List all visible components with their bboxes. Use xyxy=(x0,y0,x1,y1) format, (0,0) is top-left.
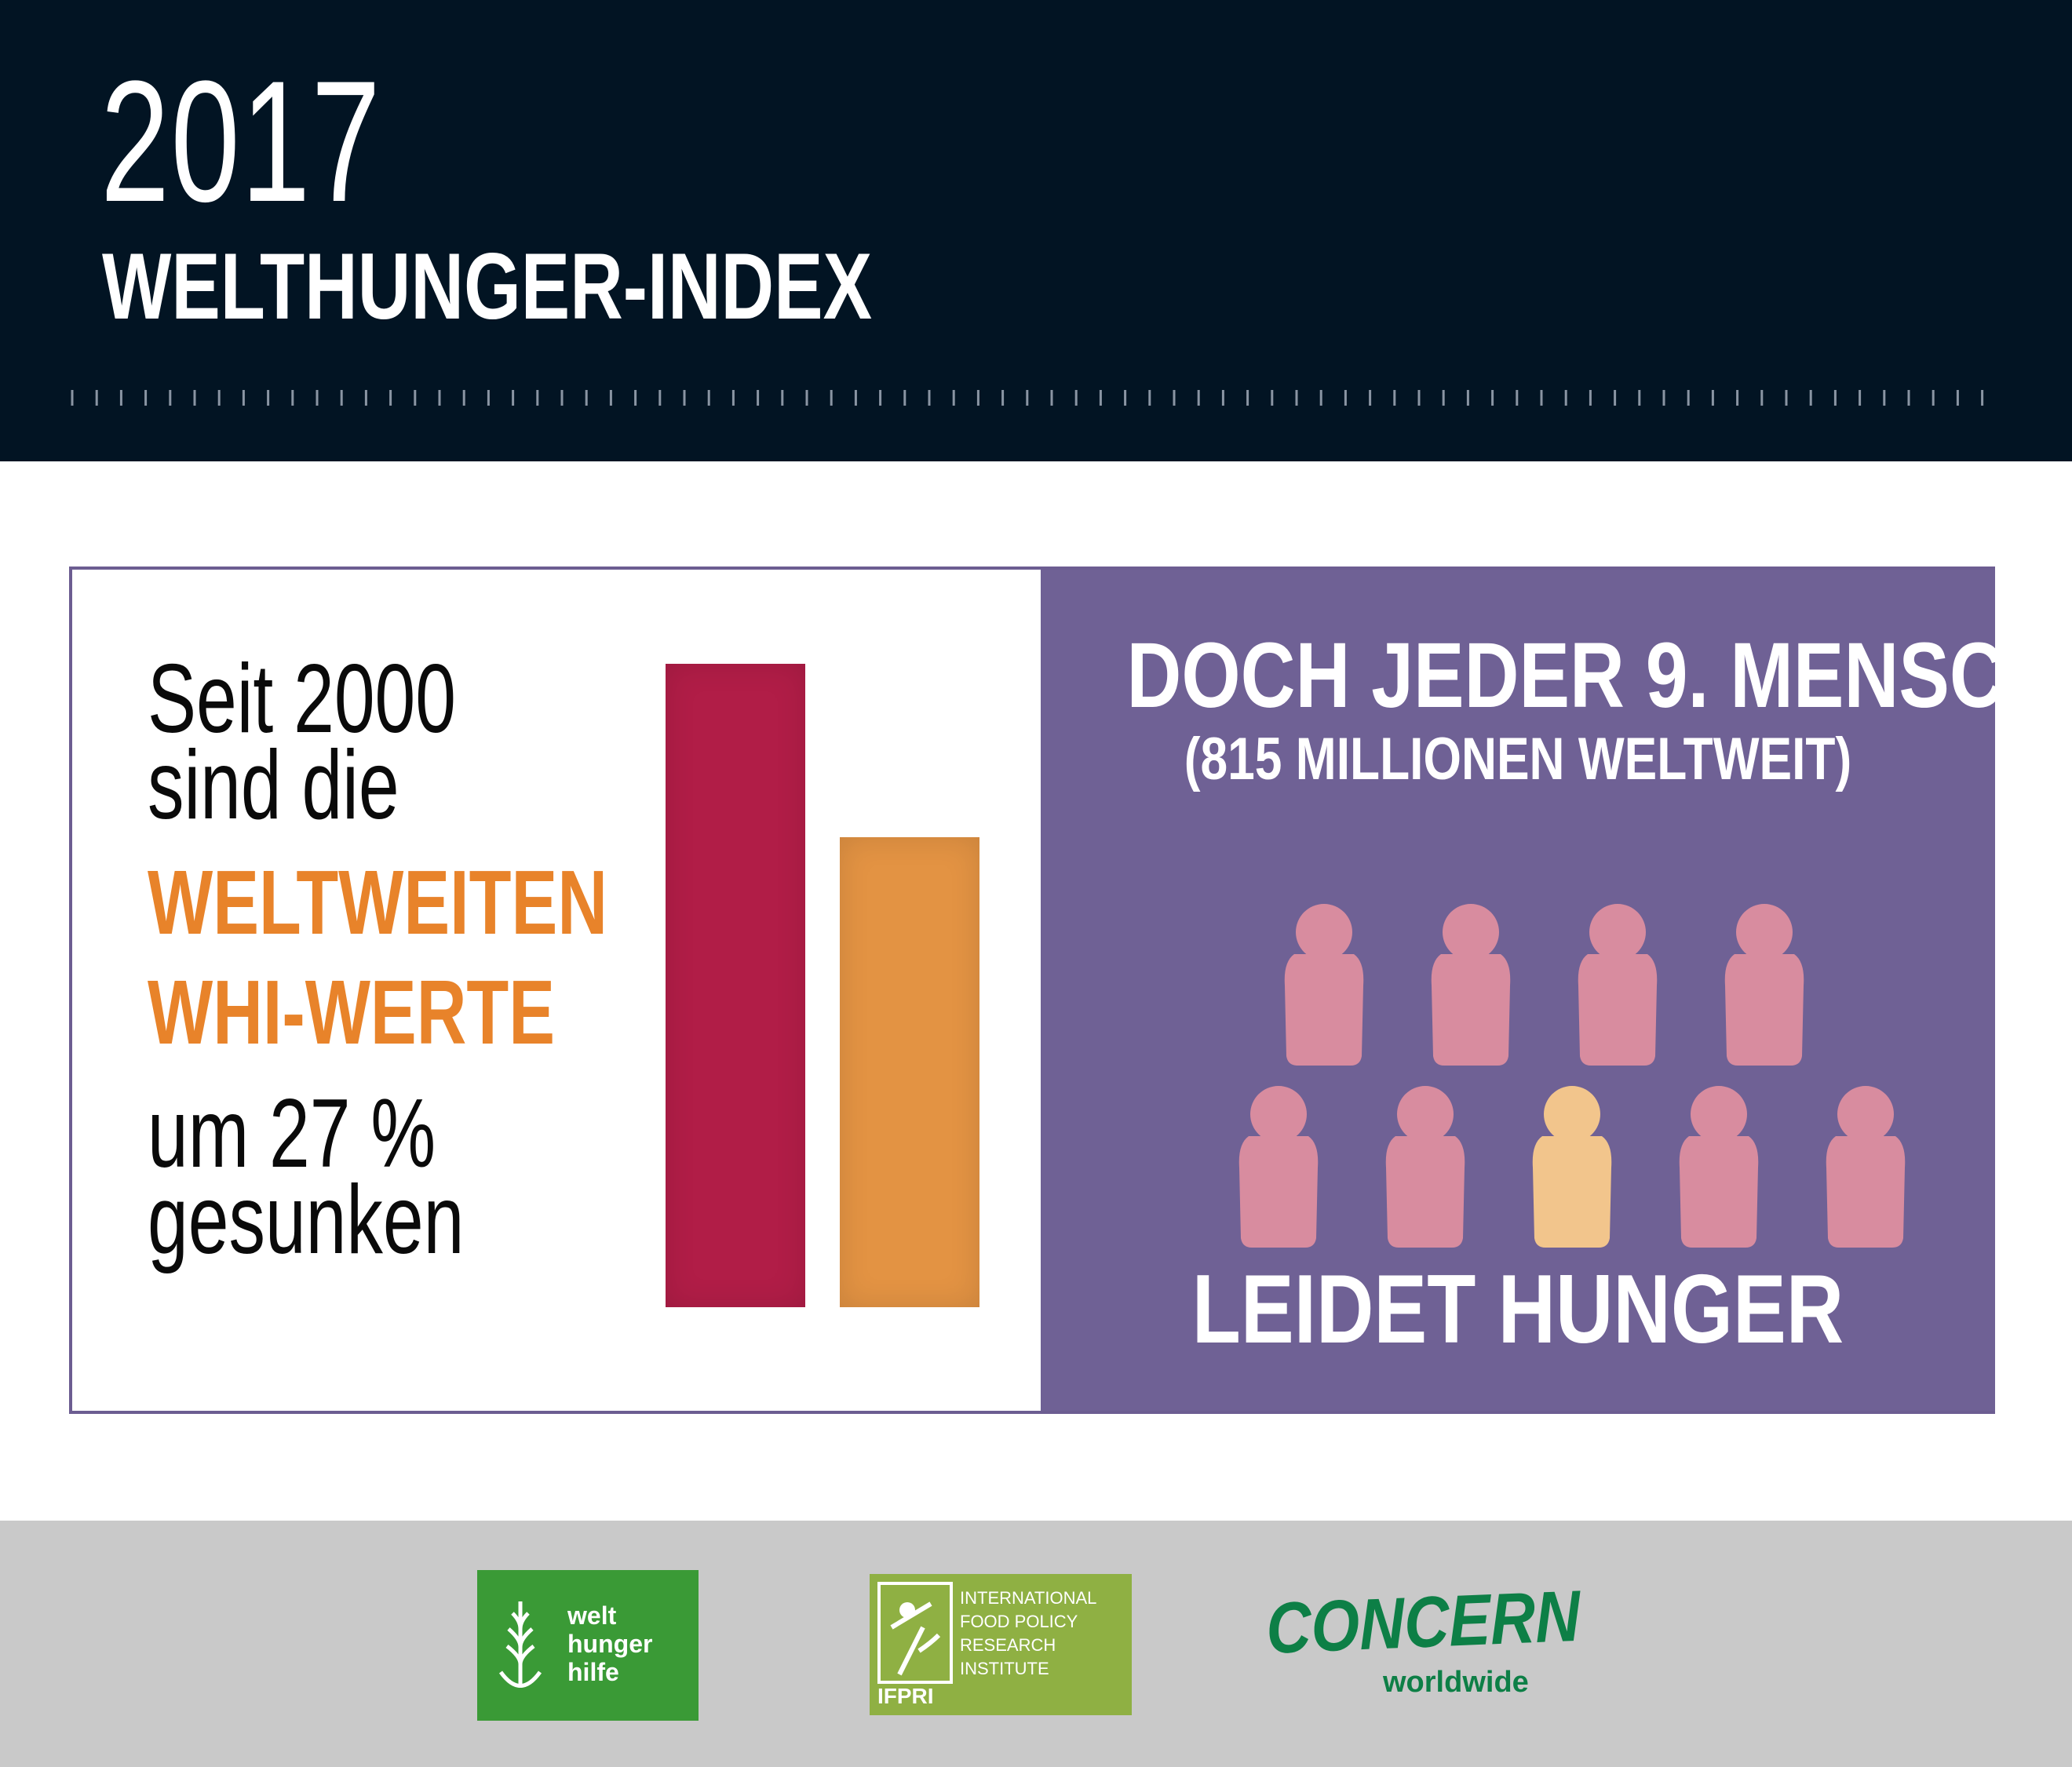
person-icon xyxy=(1578,904,1658,1066)
statement-line-1: Seit 2000 xyxy=(148,645,456,753)
person-icon xyxy=(1826,1086,1906,1248)
whh-word-3: hilfe xyxy=(567,1658,619,1686)
index-title: WELTHUNGER-INDEX xyxy=(102,234,873,339)
statement-accent-2: WHI-WERTE xyxy=(148,961,556,1063)
ifpri-word-2: FOOD POLICY xyxy=(960,1612,1078,1631)
whh-word-2: hunger xyxy=(567,1630,653,1658)
person-icon xyxy=(1238,1086,1319,1248)
welthungerhilfe-logo: welt hunger hilfe xyxy=(477,1570,699,1721)
year-title: 2017 xyxy=(100,45,382,238)
ifpri-word-4: INSTITUTE xyxy=(960,1659,1049,1678)
people-icons xyxy=(1238,904,1906,1248)
statement-text: Seit 2000 sind die WELTWEITEN WHI-WERTE … xyxy=(148,645,744,1274)
statement-line-2: sind die xyxy=(148,731,399,840)
person-icon xyxy=(1284,904,1364,1066)
ifpri-figure-icon xyxy=(877,1582,953,1684)
statement-line-3: um 27 % xyxy=(148,1080,436,1188)
tick-ruler xyxy=(69,390,2000,409)
partner-footer: welt hunger hilfe INTERNATIONAL FOOD POL… xyxy=(0,1521,2072,1767)
person-icon xyxy=(1724,904,1804,1066)
info-card: Seit 2000 sind die WELTWEITEN WHI-WERTE … xyxy=(69,567,2059,1414)
statement-line-4: gesunken xyxy=(148,1166,465,1274)
person-icon xyxy=(1679,1086,1759,1248)
ifpri-word-3: RESEARCH xyxy=(960,1635,1056,1655)
wheat-icon xyxy=(498,1601,542,1688)
whh-word-1: welt xyxy=(567,1601,617,1630)
concern-wordmark: CONCERN xyxy=(1264,1576,1581,1669)
hunger-panel: DOCH JEDER 9. MENSCH (815 MILLIONEN WELT… xyxy=(1041,570,2059,1411)
bar-2017 xyxy=(840,837,979,1307)
header-banner: 2017 WELTHUNGER-INDEX xyxy=(0,0,2072,461)
welthungerhilfe-wordmark: welt hunger hilfe xyxy=(567,1601,652,1686)
concern-logo: CONCERN worldwide xyxy=(1265,1576,1603,1701)
statement-accent-1: WELTWEITEN xyxy=(148,851,608,953)
panel-footer: LEIDET HUNGER xyxy=(1191,1255,1844,1364)
concern-subtitle: worldwide xyxy=(1383,1666,1529,1699)
panel-headline: DOCH JEDER 9. MENSCH xyxy=(1126,624,2059,727)
ifpri-logo: INTERNATIONAL FOOD POLICY RESEARCH INSTI… xyxy=(870,1574,1132,1715)
ifpri-word-1: INTERNATIONAL xyxy=(960,1588,1097,1608)
person-icon xyxy=(1431,904,1511,1066)
panel-subline: (815 MILLIONEN WELTWEIT) xyxy=(1184,726,1852,792)
ifpri-abbreviation: IFPRI xyxy=(877,1684,934,1708)
person-highlighted-icon xyxy=(1532,1086,1612,1248)
ifpri-wordmark: INTERNATIONAL FOOD POLICY RESEARCH INSTI… xyxy=(960,1587,1096,1681)
bar-2000 xyxy=(666,664,805,1307)
person-icon xyxy=(1385,1086,1465,1248)
